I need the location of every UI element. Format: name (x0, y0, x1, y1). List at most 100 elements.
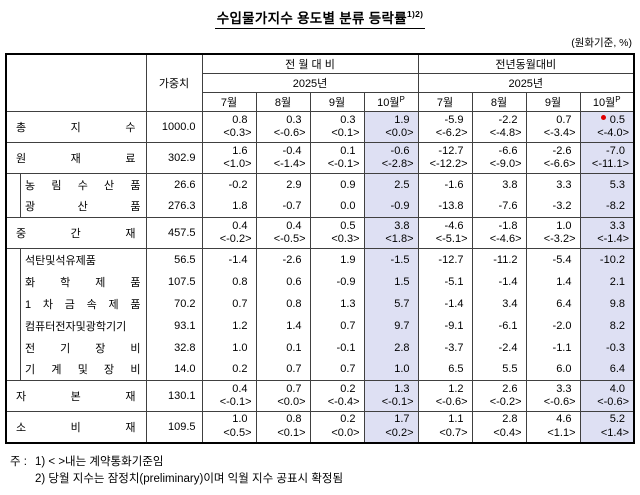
mom-value-cell: 1.5 (363, 270, 419, 293)
won-basis-value: -0.4 (282, 144, 302, 157)
weight-value: 107.5 (145, 270, 203, 293)
yoy-value-cell: 0.5 <-4.0> (579, 111, 635, 143)
won-basis-value: 0.3 (340, 113, 356, 126)
won-basis-value: 2.5 (394, 178, 410, 191)
won-basis-value: -1.6 (444, 178, 464, 191)
preliminary-superscript: P (399, 95, 405, 104)
month-label: 9월 (544, 97, 562, 109)
mom-value-cell: 0.2 <0.0> (309, 411, 365, 443)
yoy-group-header: 전년동월대비 (417, 54, 635, 74)
table-row: 석탄및석유제품 56.5 -1.4 -2.6 1.9 -1.5 -12.7 -11.2 -5.4… (5, 248, 635, 271)
won-basis-value: -12.7 (438, 253, 464, 266)
table-row: 중 간 재 457.5 0.4 <-0.2> 0.4 <-0.5> 0.5 <0.3> 3.8 <… (5, 217, 635, 249)
row-label-cell: 원 재 료 (5, 142, 147, 174)
yoy-year-header: 2025년 (417, 73, 635, 93)
mom-value-cell: 0.4 <-0.5> (255, 217, 311, 249)
yoy-value-cell: -6.1 (471, 314, 527, 337)
mom-value-cell: 0.6 (255, 270, 311, 293)
label-column-header (5, 54, 147, 112)
won-basis-value: 1.1 (448, 413, 464, 426)
table-row: 기 계 및 장 비 14.0 0.2 0.7 0.7 1.0 6.5 5.5 6.0 6.4 (5, 358, 635, 381)
won-basis-value: 2.9 (286, 178, 302, 191)
yoy-value-cell: 6.5 (417, 358, 473, 381)
table-body: 총 지 수 1000.0 0.8 <0.3> 0.3 <-0.6> 0.3 <0.1> 1.9 <… (5, 111, 635, 443)
yoy-value-cell: 0.7 <-3.4> (525, 111, 581, 143)
won-basis-value: -3.7 (444, 341, 464, 354)
mom-value-cell: -0.9 (363, 195, 419, 218)
won-basis-value: -5.1 (444, 275, 464, 288)
contract-currency-value: <-0.5> (273, 233, 306, 245)
mom-value-cell: 1.8 (201, 195, 257, 218)
row-label: 총 지 수 (16, 122, 136, 134)
won-basis-value: -1.1 (552, 341, 572, 354)
won-basis-value: -1.4 (498, 275, 518, 288)
yoy-value-cell: -2.2 <-4.8> (471, 111, 527, 143)
won-basis-value: 1.3 (340, 297, 356, 310)
contract-currency-value: <0.2> (385, 426, 414, 439)
weight-value: 109.5 (145, 411, 203, 443)
mom-value-cell: -2.6 (255, 248, 311, 271)
won-basis-value: -2.6 (282, 253, 302, 266)
won-basis-value: 3.3 (609, 219, 625, 232)
mom-value-cell: -1.4 (201, 248, 257, 271)
won-basis-value: -2.0 (552, 319, 572, 332)
mom-value-cell: 1.0 <0.5> (201, 411, 257, 443)
mom-value-cell: 0.3 <0.1> (309, 111, 365, 143)
yoy-value-cell: 8.2 (579, 314, 635, 337)
table-row: 컴퓨터전자및광학기기 93.1 1.2 1.4 0.7 9.7 -9.1 -6.1 -2.0 8.… (5, 314, 635, 337)
won-basis-value: 0.5 (581, 114, 634, 128)
mom-value-cell: 0.7 (309, 358, 365, 381)
month-label: 10월 (377, 97, 400, 109)
won-basis-value: 1.2 (448, 382, 464, 395)
won-basis-value: -1.4 (228, 253, 248, 266)
month-label: 7월 (436, 97, 454, 109)
won-basis-value: -0.3 (606, 341, 625, 354)
mom-value-cell: 0.7 (309, 314, 365, 337)
contract-currency-value: <-2.8> (381, 158, 414, 170)
won-basis-value: -12.7 (438, 144, 464, 157)
mom-value-cell: 1.0 (201, 336, 257, 359)
won-basis-value: 9.8 (609, 297, 625, 310)
yoy-value-cell: -3.2 (525, 195, 581, 218)
contract-currency-value: <-0.6> (597, 396, 629, 408)
row-label-cell: 1 차 금 속 제 품 (5, 292, 147, 315)
contract-currency-value: <0.3> (331, 233, 360, 245)
contract-currency-value: <1.0> (223, 158, 252, 170)
won-basis-value: 6.4 (609, 363, 625, 376)
row-label-cell: 중 간 재 (5, 217, 147, 249)
mom-value-cell: 0.0 (309, 195, 365, 218)
contract-currency-value: <-11.1> (591, 158, 629, 170)
table-row: 전 기 장 비 32.8 1.0 0.1 -0.1 2.8 -3.7 -2.4 -1.1 -0.3 (5, 336, 635, 359)
weight-value: 1000.0 (145, 111, 203, 143)
mom-value-cell: 0.7 (201, 292, 257, 315)
mom-value-cell: 2.5 (363, 173, 419, 196)
weight-value: 130.1 (145, 380, 203, 412)
yoy-value-cell: 5.3 (579, 173, 635, 196)
group-header-row: 가중치 전 월 대 비 전년동월대비 (5, 54, 635, 112)
month-label: 8월 (274, 97, 292, 109)
mom-value-cell: 0.2 <-0.4> (309, 380, 365, 412)
won-basis-value: -0.9 (390, 200, 410, 213)
won-basis-value: 1.7 (394, 413, 410, 426)
contract-currency-value: <-1.4> (273, 158, 306, 170)
mom-value-cell: 5.7 (363, 292, 419, 315)
won-basis-value: -0.1 (336, 341, 356, 354)
mom-value-cell: 0.8 (201, 270, 257, 293)
mom-value-cell: 0.5 <0.3> (309, 217, 365, 249)
table-row: 소 비 재 109.5 1.0 <0.5> 0.8 <0.1> 0.2 <0.0> 1.7 <0.… (5, 411, 635, 443)
won-basis-value: 0.9 (340, 178, 356, 191)
won-basis-value: -0.7 (282, 200, 302, 213)
mom-value-cell: 0.7 <0.0> (255, 380, 311, 412)
mom-month-header-sep: 9월 (309, 92, 365, 112)
mom-value-cell: 0.9 (309, 173, 365, 196)
weight-column-header: 가중치 (145, 54, 203, 112)
mom-value-cell: 9.7 (363, 314, 419, 337)
yoy-value-cell: 3.3 (525, 173, 581, 196)
yoy-value-cell: -1.8 <-4.6> (471, 217, 527, 249)
yoy-value-cell: -7.0 <-11.1> (579, 142, 635, 174)
won-basis-value: 0.7 (286, 363, 302, 376)
row-label-cell: 기 계 및 장 비 (5, 358, 147, 381)
won-basis-value: -3.2 (552, 200, 572, 213)
contract-currency-value: <-0.2> (489, 396, 522, 408)
yoy-value-cell: -13.8 (417, 195, 473, 218)
